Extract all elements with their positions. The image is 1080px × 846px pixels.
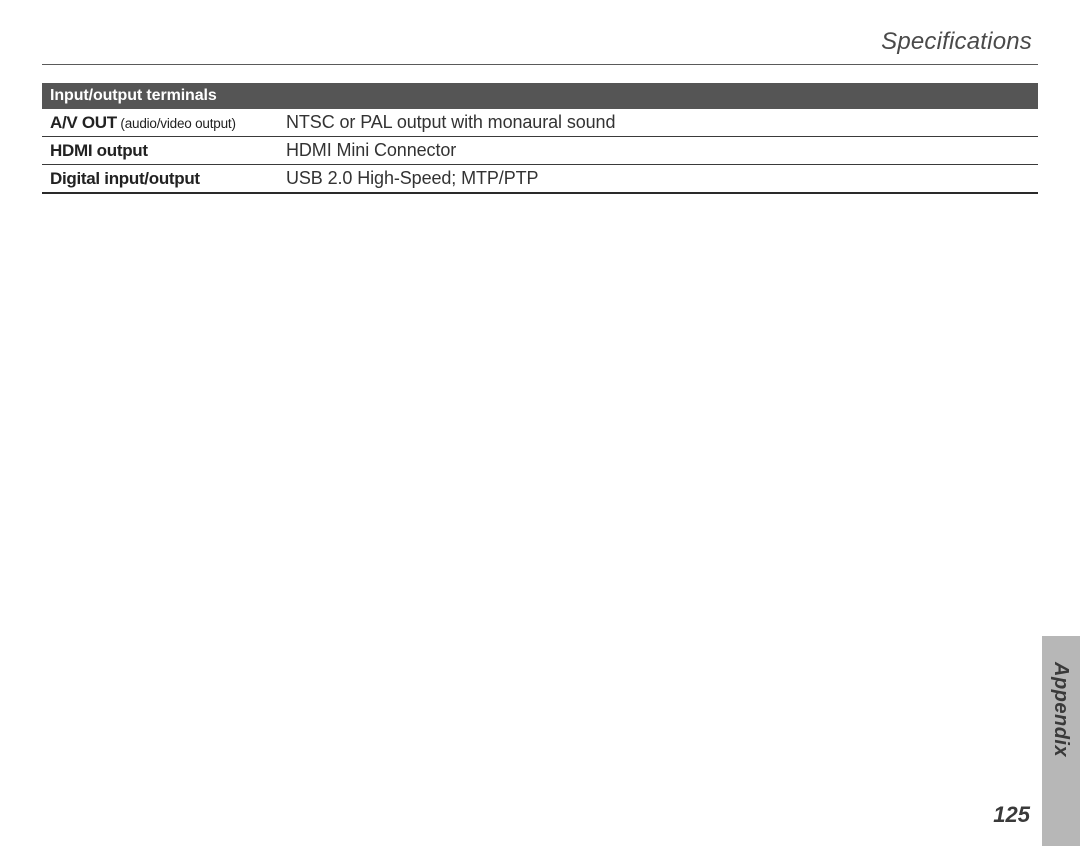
row-value: USB 2.0 High-Speed; MTP/PTP — [278, 165, 1038, 194]
table-section-header: Input/output terminals — [42, 83, 1038, 109]
row-value: HDMI Mini Connector — [278, 137, 1038, 165]
page-title: Specifications — [42, 28, 1038, 64]
row-label: A/V OUT (audio/video output) — [42, 109, 278, 137]
table-section-header-row: Input/output terminals — [42, 83, 1038, 109]
row-label: Digital input/output — [42, 165, 278, 194]
table-row: HDMI output HDMI Mini Connector — [42, 137, 1038, 165]
specifications-table: Input/output terminals A/V OUT (audio/vi… — [42, 83, 1038, 194]
row-label-bold: Digital input/output — [50, 169, 200, 188]
table-row: Digital input/output USB 2.0 High-Speed;… — [42, 165, 1038, 194]
appendix-tab-label: Appendix — [1042, 650, 1080, 770]
row-label-bold: A/V OUT — [50, 113, 117, 132]
row-value: NTSC or PAL output with monaural sound — [278, 109, 1038, 137]
page-number: 125 — [993, 802, 1030, 828]
page: Specifications Input/output terminals A/… — [0, 0, 1080, 846]
table-row: A/V OUT (audio/video output) NTSC or PAL… — [42, 109, 1038, 137]
row-label-bold: HDMI output — [50, 141, 148, 160]
row-label-note: (audio/video output) — [117, 116, 236, 131]
title-rule — [42, 64, 1038, 65]
row-label: HDMI output — [42, 137, 278, 165]
